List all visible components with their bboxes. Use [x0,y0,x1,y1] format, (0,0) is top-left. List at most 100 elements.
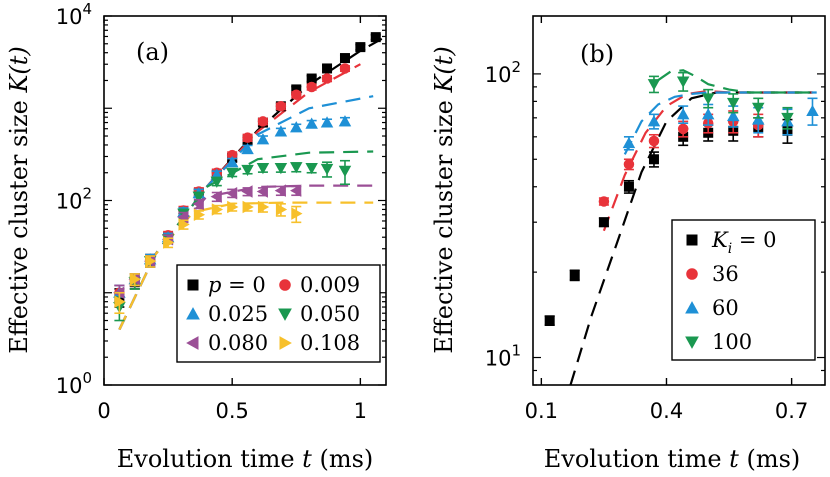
panel-a-legend-label-2: 0.025 [208,302,268,326]
panel-b-data-point [726,97,740,110]
panel-a-data-point [241,142,254,155]
panel-b-data-point [677,123,689,135]
panel-a-y-tick-label: 102 [56,185,92,214]
panel-a-legend-marker-5 [279,336,292,350]
panel-a-legend-label-4: 0.080 [208,331,268,355]
panel-a-data-point [256,133,270,145]
panel-a-x-tick-label: 0.5 [215,399,248,423]
panel-b-fit-line-3 [657,69,817,94]
panel-b-data-point [569,270,580,281]
panel-a-y-axis-label: Effective cluster size K(t) [5,46,33,354]
panel-b-legend-label-1: 36 [712,262,739,286]
panel-b-legend-marker-0 [686,234,698,246]
panel-a-data-point [163,236,175,249]
panel-a-data-markers [113,32,381,322]
panel-a-data-point [370,32,381,43]
panel-b-data-point [544,315,555,326]
panel-a-data-point [242,200,254,214]
panel-b-data-point [647,79,661,91]
panel-b-data-point [676,76,690,88]
panel-a-x-axis-label: Evolution time t (ms) [117,445,374,473]
panel-a-data-point [338,165,352,178]
panel-b-data-point [622,136,636,149]
panel-a-data-point [242,132,253,143]
panel-b-data-point [726,109,740,122]
panel-a-data-point [305,163,318,175]
panel-a-data-point [290,184,302,197]
panel-a-data-point [275,203,288,216]
panel-b-legend-marker-2 [685,301,699,314]
panel-a-legend-label-1: 0.009 [300,273,360,297]
panel-a-data-point [210,176,224,188]
panel-a-data-point [193,208,206,222]
panel-a-data-point [211,203,224,216]
panel-a-y-tick-label: 100 [56,369,92,398]
panel-a-label: (a) [136,38,169,66]
panel-a-data-point [291,207,303,220]
panel-b-data-point [701,93,715,105]
panel-a-data-point [305,117,318,129]
panel-a-legend-label-0: p = 0 [208,273,266,297]
panel-a-legend-marker-1 [279,279,291,291]
panel-b-y-axis-label: Effective cluster size K(t) [430,46,458,354]
panel-a-data-point [355,42,366,53]
panel-b-data-point [598,196,610,207]
panel-b-legend-marker-3 [685,336,699,349]
panel-a-data-point [225,186,238,200]
panel-a-data-point [306,73,317,84]
panel-b-x-tick-label: 0.4 [650,399,683,423]
panel-a-data-point [291,84,302,95]
panel-a-data-point [145,254,157,268]
panel-b-data-point [623,181,634,192]
panel-a-data-point [306,81,317,93]
panel-b-data-point [781,112,794,125]
panel-a-data-point [339,53,350,64]
panel-a-data-point [241,164,254,177]
panel-a-data-point [178,218,190,231]
panel-a-data-point [129,273,142,286]
panel-a-data-point [275,101,287,112]
panel-a-data-point [257,200,270,214]
panel-b-data-markers [544,71,819,326]
panel-a-fit-line-4 [118,184,374,330]
panel-b-x-tick-label: 0.7 [775,399,808,423]
panel-b-data-point [752,113,765,125]
panel-a-data-point [256,163,270,175]
panel-a-data-point [320,116,334,128]
panel-a-legend-marker-0 [187,279,199,291]
panel-a-y-tick-label: 104 [56,0,92,29]
panel-a-data-point [274,184,286,197]
panel-b-x-axis-label: Evolution time t (ms) [544,445,801,473]
panel-b-axes-frame [532,15,826,386]
panel-a-data-point [274,125,288,137]
panel-b-data-point [623,159,635,170]
panel-b-y-tick-label: 102 [485,58,521,87]
panel-a: 0 0.5 1 100 102 104 (a) Evolution time t (ms)… [5,0,387,473]
panel-b-data-point [647,115,661,127]
panel-b-data-point [701,108,715,120]
panel-a-x-tick-label: 1 [354,399,367,423]
panel-a-legend-label-5: 0.108 [300,331,360,355]
panel-a-data-point [114,295,126,308]
panel-b-data-point [598,217,609,228]
panel-a-data-point [274,163,288,175]
panel-a-data-point [338,115,352,127]
panel-a-data-point [225,167,239,179]
panel-a-data-point [290,121,303,133]
panel-b-legend-label-3: 100 [712,330,752,354]
panel-a-legend-box [176,264,381,363]
panel-a-data-point [192,197,204,211]
panel-a-data-point [256,185,268,198]
panel-a-data-point [339,63,351,74]
panel-a-data-point [320,163,334,176]
panel-b-y-tick-label: 101 [485,342,521,371]
panel-a-data-point [257,116,269,127]
panel-a-data-point [192,191,206,203]
panel-b-x-tick-label: 0.1 [525,399,558,423]
panel-a-legend-marker-3 [278,308,292,321]
panel-a-data-point [321,73,333,84]
panel-a-legend-marker-4 [186,336,199,350]
panel-a-data-point [322,63,333,74]
panel-b-data-point [648,135,660,147]
